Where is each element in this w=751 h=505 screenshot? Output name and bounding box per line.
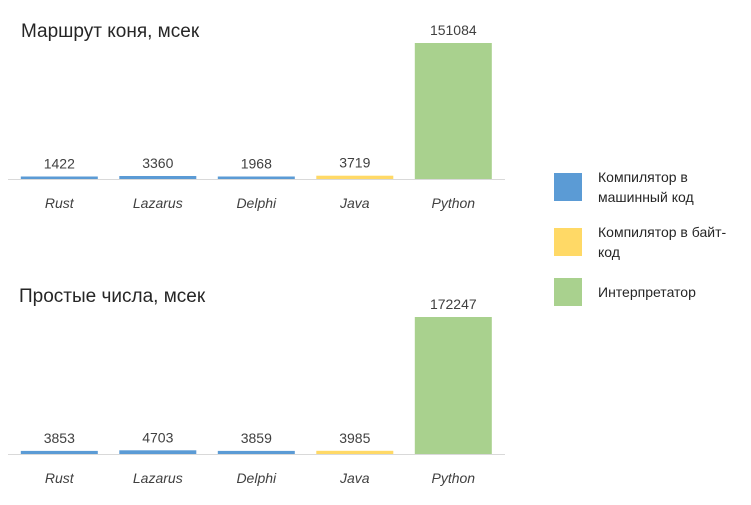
bar-lazarus (119, 450, 197, 454)
legend-item-machine: Компилятор в машинный код (554, 167, 728, 207)
data-label: 1968 (241, 156, 272, 172)
data-label: 3853 (44, 430, 75, 446)
category-label: Java (339, 470, 370, 486)
legend: Компилятор в машинный код Компилятор в б… (554, 0, 744, 505)
bar-delphi (217, 450, 295, 454)
data-label: 3985 (339, 430, 370, 446)
data-label: 151084 (430, 22, 477, 38)
category-label: Delphi (236, 470, 277, 486)
bar-rust (20, 450, 98, 454)
legend-label: Интерпретатор (598, 284, 696, 300)
bar-java (316, 450, 394, 454)
legend-item-bytecode: Компилятор в байт-код (554, 222, 728, 262)
category-label: Python (432, 195, 476, 211)
data-label: 172247 (430, 296, 477, 312)
bar-java (316, 175, 394, 179)
category-label: Lazarus (133, 470, 183, 486)
category-label: Rust (45, 470, 75, 486)
bar-python (414, 317, 492, 454)
legend-swatch-bytecode (554, 228, 582, 256)
bar-delphi (217, 176, 295, 179)
data-label: 3360 (142, 155, 173, 171)
legend-item-interpreter: Интерпретатор (554, 278, 728, 306)
legend-label: Компилятор в байт-код (598, 224, 727, 260)
chart-primes: Простые числа, мсек 3853 Rust 4703 Lazarus 3… (8, 286, 505, 486)
chart-title: Маршрут коня, мсек (21, 21, 200, 42)
category-label: Java (339, 195, 370, 211)
category-label: Delphi (236, 195, 277, 211)
chart-knight-route: Маршрут коня, мсек 1422 Rust 3360 Lazarus 19… (8, 21, 505, 211)
data-label: 3719 (339, 155, 370, 171)
legend-swatch-interpreter (554, 278, 582, 306)
data-label: 3859 (241, 430, 272, 446)
category-label: Rust (45, 195, 75, 211)
bar-rust (20, 176, 98, 179)
legend-swatch-machine (554, 173, 582, 201)
legend-label: Компилятор в машинный код (598, 169, 694, 205)
category-label: Python (432, 470, 476, 486)
data-label: 4703 (142, 429, 173, 445)
category-label: Lazarus (133, 195, 183, 211)
bar-python (414, 43, 492, 179)
data-label: 1422 (44, 156, 75, 172)
chart-title: Простые числа, мсек (19, 286, 206, 307)
bar-lazarus (119, 176, 197, 179)
